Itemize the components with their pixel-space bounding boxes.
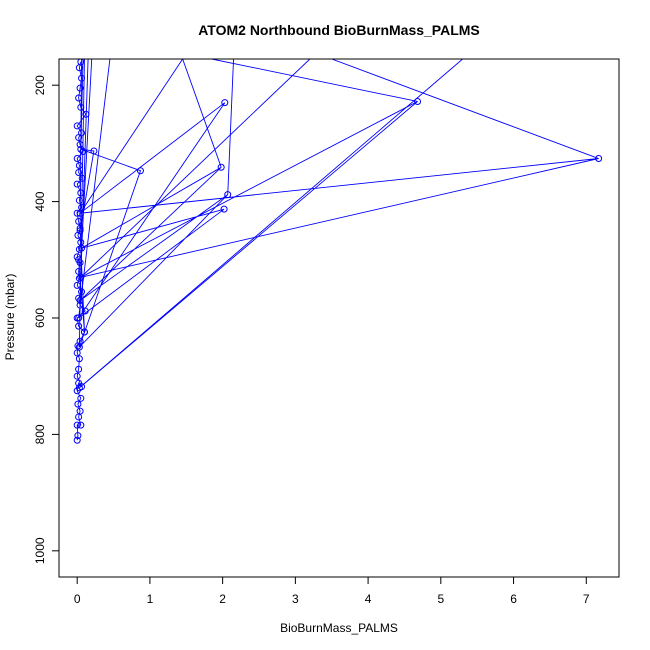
data-point: [78, 129, 86, 137]
data-point: [75, 196, 83, 204]
series-segment: [331, 59, 599, 159]
series-segment: [78, 59, 111, 319]
series-segment: [182, 59, 222, 168]
data-point: [76, 141, 84, 149]
series-segment: [211, 59, 418, 102]
data-point: [217, 163, 225, 171]
series-segment: [227, 59, 234, 195]
data-point: [136, 167, 144, 175]
x-tick-label: 6: [510, 592, 517, 606]
data-point: [595, 155, 603, 163]
data-point: [414, 97, 422, 105]
x-tick-label: 5: [437, 592, 444, 606]
data-point: [76, 407, 84, 415]
x-axis: 0 1 2 3 4 5 6 7: [74, 576, 590, 606]
data-point: [74, 400, 82, 408]
data-point: [78, 174, 86, 182]
data-point: [73, 180, 81, 188]
data-point: [76, 297, 84, 305]
data-point: [73, 155, 81, 163]
data-point: [76, 227, 84, 235]
x-tick-label: 7: [583, 592, 590, 606]
data-point: [75, 94, 83, 102]
series-line: [78, 101, 599, 389]
chart-title: ATOM2 Northbound BioBurnMass_PALMS: [198, 22, 480, 38]
data-point: [75, 355, 83, 363]
data-point: [73, 349, 81, 357]
data-point: [73, 421, 81, 429]
data-point: [78, 244, 86, 252]
y-tick-label: 600: [33, 308, 47, 328]
y-axis: 200 400 600 800 1000: [33, 75, 60, 564]
data-point: [73, 281, 81, 289]
y-tick-label: 1000: [33, 537, 47, 564]
data-point: [75, 314, 83, 322]
series-segment: [79, 59, 184, 214]
series-layer: [73, 59, 603, 444]
data-point: [220, 205, 228, 213]
y-tick-label: 200: [33, 75, 47, 95]
data-point: [90, 147, 98, 155]
data-point: [75, 168, 83, 176]
data-point: [73, 122, 81, 130]
x-tick-label: 4: [365, 592, 372, 606]
x-tick-label: 2: [219, 592, 226, 606]
plot-frame: [58, 58, 620, 578]
data-point: [77, 273, 85, 281]
data-point: [224, 191, 232, 199]
data-point: [82, 110, 90, 118]
data-point: [77, 394, 85, 402]
y-axis-label: Pressure (mbar): [3, 274, 17, 361]
data-point: [77, 59, 85, 66]
data-point: [76, 209, 84, 217]
series-segment: [79, 59, 463, 389]
data-point: [77, 145, 85, 153]
data-point: [74, 432, 82, 440]
series-segment: [80, 59, 311, 278]
data-point: [73, 436, 81, 444]
data-point: [75, 322, 83, 330]
data-point: [77, 421, 85, 429]
data-point: [77, 189, 85, 197]
data-point: [77, 103, 85, 111]
data-point: [80, 328, 88, 336]
data-point: [221, 99, 229, 107]
y-tick-label: 400: [33, 191, 47, 211]
x-tick-label: 0: [74, 592, 81, 606]
data-point: [75, 256, 83, 264]
data-point: [75, 343, 83, 351]
x-tick-label: 3: [292, 592, 299, 606]
data-point: [73, 372, 81, 380]
y-tick-label: 800: [33, 424, 47, 444]
x-tick-label: 1: [147, 592, 154, 606]
x-axis-label: BioBurnMass_PALMS: [280, 621, 398, 635]
data-point: [78, 74, 86, 82]
data-point: [75, 384, 83, 392]
data-point: [75, 365, 83, 373]
data-point: [76, 84, 84, 92]
data-point: [75, 162, 83, 170]
